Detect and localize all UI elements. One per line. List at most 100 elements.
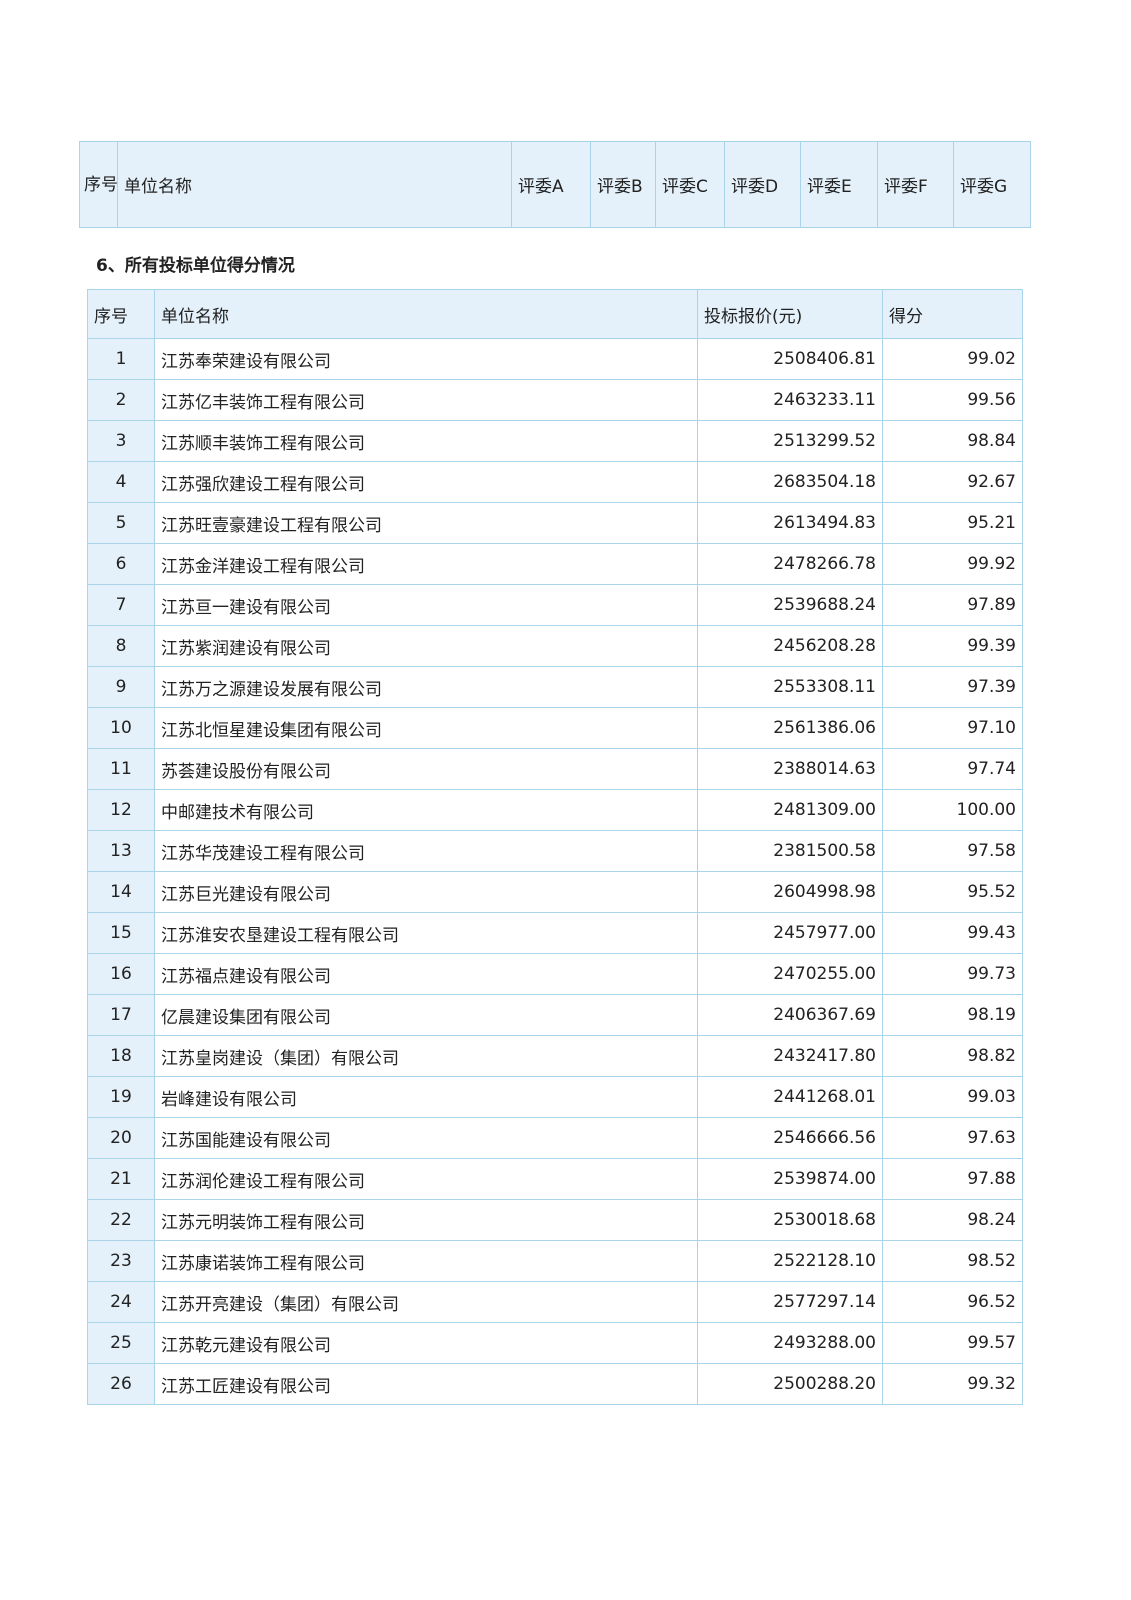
table-row: 6 江苏金洋建设工程有限公司 2478266.78 99.92	[87, 543, 1023, 585]
table-row: 16 江苏福点建设有限公司 2470255.00 99.73	[87, 953, 1023, 995]
seq-cell: 16	[87, 953, 155, 995]
unit-name-cell: 江苏工匠建设有限公司	[154, 1363, 698, 1405]
score-cell: 95.52	[882, 871, 1023, 913]
score-cell: 99.03	[882, 1076, 1023, 1118]
bid-price-cell: 2463233.11	[697, 379, 883, 421]
score-cell: 99.92	[882, 543, 1023, 585]
score-cell: 99.02	[882, 338, 1023, 380]
bid-price-cell: 2493288.00	[697, 1322, 883, 1364]
unit-name-cell: 江苏紫润建设有限公司	[154, 625, 698, 667]
seq-cell: 1	[87, 338, 155, 380]
section-heading: 6、所有投标单位得分情况	[96, 256, 295, 276]
seq-cell: 12	[87, 789, 155, 831]
bid-price-cell: 2478266.78	[697, 543, 883, 585]
unit-name-cell: 江苏福点建设有限公司	[154, 953, 698, 995]
table-row: 8 江苏紫润建设有限公司 2456208.28 99.39	[87, 625, 1023, 667]
table-row: 15 江苏淮安农垦建设工程有限公司 2457977.00 99.43	[87, 912, 1023, 954]
score-cell: 99.39	[882, 625, 1023, 667]
seq-cell: 15	[87, 912, 155, 954]
header-judge-c: 评委C	[655, 141, 725, 228]
score-cell: 97.88	[882, 1158, 1023, 1200]
score-cell: 100.00	[882, 789, 1023, 831]
table-row: 13 江苏华茂建设工程有限公司 2381500.58 97.58	[87, 830, 1023, 872]
score-cell: 98.19	[882, 994, 1023, 1036]
bid-price-cell: 2500288.20	[697, 1363, 883, 1405]
table-row: 25 江苏乾元建设有限公司 2493288.00 99.57	[87, 1322, 1023, 1364]
bid-price-cell: 2406367.69	[697, 994, 883, 1036]
table-row: 10 江苏北恒星建设集团有限公司 2561386.06 97.10	[87, 707, 1023, 749]
unit-name-cell: 江苏淮安农垦建设工程有限公司	[154, 912, 698, 954]
seq-cell: 7	[87, 584, 155, 626]
table-row: 22 江苏元明装饰工程有限公司 2530018.68 98.24	[87, 1199, 1023, 1241]
bid-price-cell: 2432417.80	[697, 1035, 883, 1077]
score-cell: 98.84	[882, 420, 1023, 462]
score-cell: 97.74	[882, 748, 1023, 790]
bid-price-cell: 2577297.14	[697, 1281, 883, 1323]
unit-name-cell: 江苏开亮建设（集团）有限公司	[154, 1281, 698, 1323]
score-cell: 92.67	[882, 461, 1023, 503]
seq-cell: 2	[87, 379, 155, 421]
bid-price-cell: 2539688.24	[697, 584, 883, 626]
bid-price-cell: 2604998.98	[697, 871, 883, 913]
bid-price-cell: 2457977.00	[697, 912, 883, 954]
unit-name-cell: 苏荟建设股份有限公司	[154, 748, 698, 790]
unit-name-cell: 江苏乾元建设有限公司	[154, 1322, 698, 1364]
unit-name-cell: 江苏巨光建设有限公司	[154, 871, 698, 913]
bid-price-cell: 2522128.10	[697, 1240, 883, 1282]
score-cell: 98.52	[882, 1240, 1023, 1282]
score-table-header: 序号 单位名称 投标报价(元) 得分	[87, 289, 1023, 339]
bid-price-cell: 2441268.01	[697, 1076, 883, 1118]
unit-name-cell: 江苏元明装饰工程有限公司	[154, 1199, 698, 1241]
score-table: 序号 单位名称 投标报价(元) 得分 1 江苏奉荣建设有限公司 2508406.81…	[87, 289, 1023, 1405]
table-row: 1 江苏奉荣建设有限公司 2508406.81 99.02	[87, 338, 1023, 380]
judge-table-header: 序号 单位名称 评委A 评委B 评委C 评委D 评委E 评委F 评委G	[79, 141, 1031, 228]
table-row: 3 江苏顺丰装饰工程有限公司 2513299.52 98.84	[87, 420, 1023, 462]
seq-cell: 18	[87, 1035, 155, 1077]
seq-cell: 25	[87, 1322, 155, 1364]
score-cell: 99.56	[882, 379, 1023, 421]
header-judge-d: 评委D	[724, 141, 801, 228]
seq-cell: 24	[87, 1281, 155, 1323]
seq-cell: 8	[87, 625, 155, 667]
seq-cell: 22	[87, 1199, 155, 1241]
judge-table: 序号 单位名称 评委A 评委B 评委C 评委D 评委E 评委F 评委G	[79, 141, 1031, 228]
score-cell: 97.58	[882, 830, 1023, 872]
unit-name-cell: 江苏亘一建设有限公司	[154, 584, 698, 626]
seq-cell: 3	[87, 420, 155, 462]
seq-cell: 6	[87, 543, 155, 585]
header-judge-e: 评委E	[800, 141, 878, 228]
table-row: 11 苏荟建设股份有限公司 2388014.63 97.74	[87, 748, 1023, 790]
seq-cell: 5	[87, 502, 155, 544]
score-cell: 97.89	[882, 584, 1023, 626]
header-seq: 序号	[79, 141, 118, 228]
seq-cell: 10	[87, 707, 155, 749]
score-cell: 97.63	[882, 1117, 1023, 1159]
table-row: 24 江苏开亮建设（集团）有限公司 2577297.14 96.52	[87, 1281, 1023, 1323]
table-row: 5 江苏旺壹豪建设工程有限公司 2613494.83 95.21	[87, 502, 1023, 544]
seq-cell: 20	[87, 1117, 155, 1159]
seq-cell: 23	[87, 1240, 155, 1282]
unit-name-cell: 江苏北恒星建设集团有限公司	[154, 707, 698, 749]
unit-name-cell: 江苏皇岗建设（集团）有限公司	[154, 1035, 698, 1077]
bid-price-cell: 2683504.18	[697, 461, 883, 503]
score-cell: 96.52	[882, 1281, 1023, 1323]
table-row: 14 江苏巨光建设有限公司 2604998.98 95.52	[87, 871, 1023, 913]
table-row: 2 江苏亿丰装饰工程有限公司 2463233.11 99.56	[87, 379, 1023, 421]
bid-price-cell: 2539874.00	[697, 1158, 883, 1200]
table-row: 17 亿晨建设集团有限公司 2406367.69 98.19	[87, 994, 1023, 1036]
bid-price-cell: 2388014.63	[697, 748, 883, 790]
unit-name-cell: 江苏旺壹豪建设工程有限公司	[154, 502, 698, 544]
score-cell: 98.24	[882, 1199, 1023, 1241]
header-judge-f: 评委F	[877, 141, 954, 228]
bid-price-cell: 2546666.56	[697, 1117, 883, 1159]
table-row: 9 江苏万之源建设发展有限公司 2553308.11 97.39	[87, 666, 1023, 708]
bid-price-cell: 2470255.00	[697, 953, 883, 995]
bid-price-cell: 2481309.00	[697, 789, 883, 831]
header-bid-price: 投标报价(元)	[697, 289, 883, 339]
bid-price-cell: 2613494.83	[697, 502, 883, 544]
table-row: 12 中邮建技术有限公司 2481309.00 100.00	[87, 789, 1023, 831]
unit-name-cell: 中邮建技术有限公司	[154, 789, 698, 831]
seq-cell: 11	[87, 748, 155, 790]
unit-name-cell: 江苏金洋建设工程有限公司	[154, 543, 698, 585]
table-row: 4 江苏强欣建设工程有限公司 2683504.18 92.67	[87, 461, 1023, 503]
